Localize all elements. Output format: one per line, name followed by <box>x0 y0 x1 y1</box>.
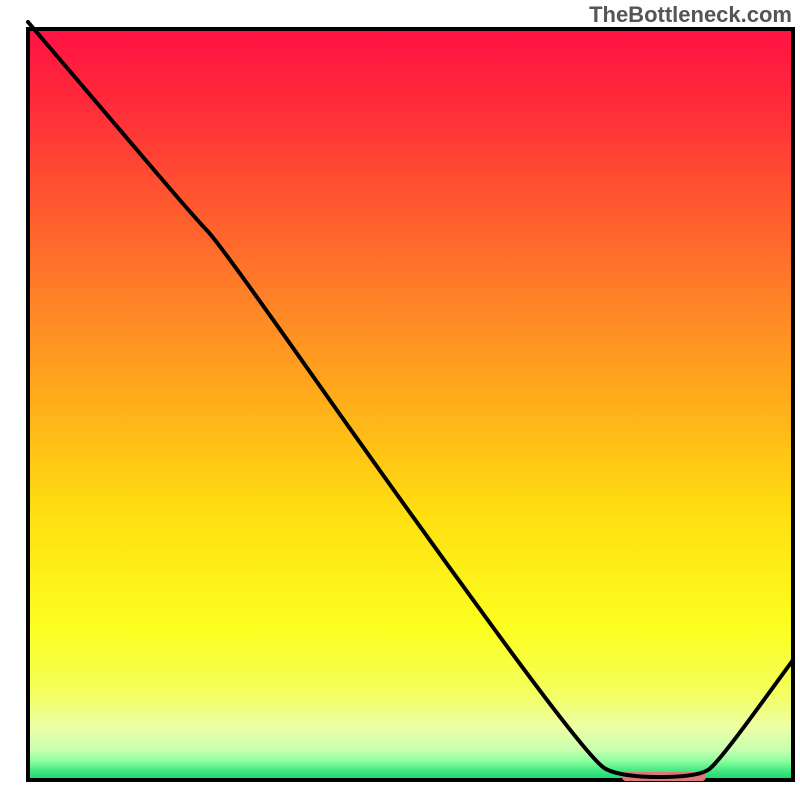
chart-container: TheBottleneck.com <box>0 0 800 800</box>
gradient-background <box>28 29 793 780</box>
attribution-text: TheBottleneck.com <box>589 2 792 28</box>
bottleneck-chart <box>0 0 800 800</box>
